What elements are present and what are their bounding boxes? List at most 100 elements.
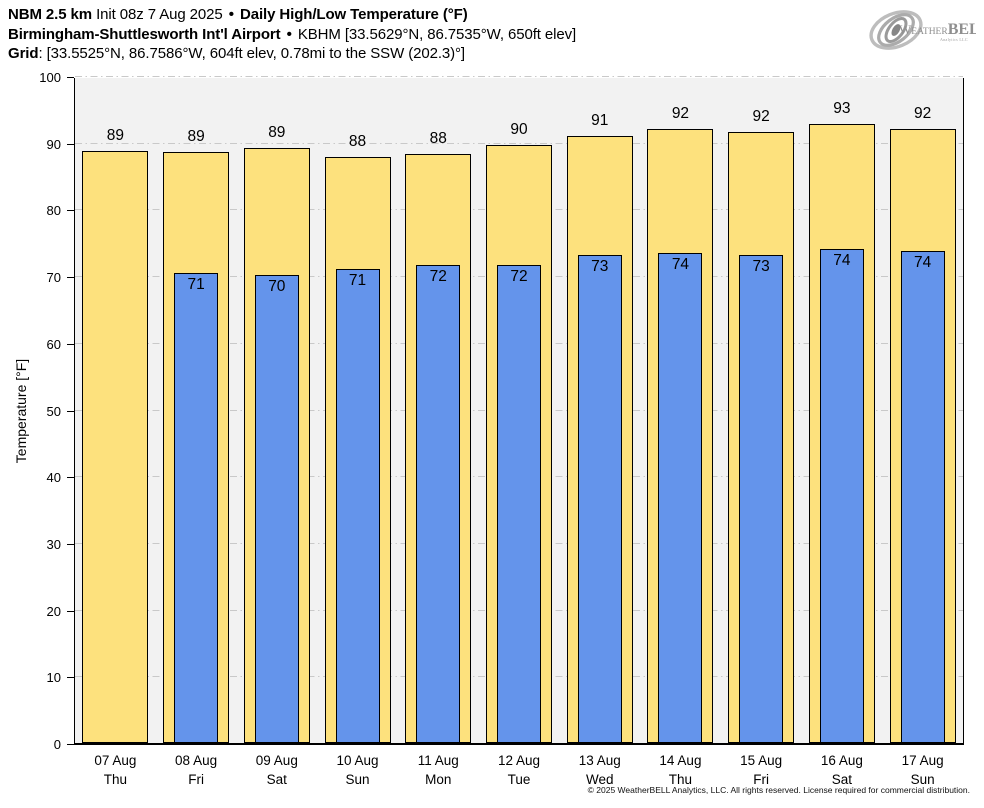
station-details: KBHM [33.5629°N, 86.7535°W, 650ft elev]: [297, 25, 577, 43]
x-tick-date: 15 Aug: [740, 753, 783, 768]
x-tick-label: 11 Aug Mon: [390, 751, 487, 789]
y-tick-label: 50: [46, 403, 61, 419]
high-bar: [82, 151, 149, 743]
x-tick-date: 17 Aug: [901, 753, 944, 768]
low-bar: 74: [900, 250, 945, 743]
high-value-label: 89: [187, 128, 205, 146]
x-tick-weekday: Sat: [831, 772, 853, 787]
y-tick-label: 0: [53, 737, 61, 752]
x-tick-date: 11 Aug: [417, 753, 459, 768]
low-bar: 71: [174, 273, 219, 743]
bar-group: 92 73 15 Aug Fri: [721, 78, 802, 787]
y-tick-mark: [67, 143, 74, 145]
bullet-separator: •: [228, 6, 234, 23]
x-tick-label: 12 Aug Tue: [471, 751, 568, 789]
y-tick-label: 30: [46, 536, 61, 552]
y-tick-label: 70: [46, 270, 61, 286]
x-tick-date: 16 Aug: [820, 753, 863, 768]
bullet-separator: •: [286, 25, 292, 43]
high-value-label: 92: [752, 108, 770, 126]
hurricane-swirl-icon: WEATHERBELL Analytics LLC: [869, 10, 984, 50]
low-value-label: 70: [268, 278, 286, 296]
low-bar: 72: [416, 265, 461, 743]
y-axis-title: Temperature [°F]: [13, 358, 29, 464]
model-name: NBM 2.5 km: [8, 6, 93, 23]
y-tick-label: 80: [46, 203, 61, 219]
y-tick-mark: [67, 410, 74, 412]
header-line-3: Grid: [33.5525°N, 86.7586°W, 604ft elev,…: [8, 44, 576, 64]
x-tick-weekday: Fri: [188, 772, 204, 787]
x-tick-label: 17 Aug Sun: [874, 751, 971, 789]
logo-text-w: W: [899, 22, 912, 37]
high-value-label: 92: [671, 105, 690, 123]
y-tick-mark: [67, 744, 74, 745]
x-tick-date: 07 Aug: [94, 753, 137, 768]
high-value-label: 93: [833, 100, 851, 118]
x-tick-date: 13 Aug: [578, 753, 621, 768]
init-time: Init 08z 7 Aug 2025: [96, 6, 223, 23]
low-bar: 70: [254, 275, 299, 743]
station-name: Birmingham-Shuttlesworth Int'l Airport: [8, 25, 281, 43]
header-line-1: NBM 2.5 km Init 08z 7 Aug 2025 • Daily H…: [8, 5, 576, 25]
weatherbell-logo: WEATHERBELL Analytics LLC: [866, 2, 984, 58]
copyright-notice: © 2025 WeatherBELL Analytics, LLC. All r…: [587, 785, 970, 795]
header-line-2: Birmingham-Shuttlesworth Int'l Airport •…: [8, 25, 576, 45]
low-bar: 73: [577, 255, 622, 743]
high-value-label: 90: [510, 121, 528, 139]
low-value-label: 73: [752, 257, 770, 275]
y-tick-mark: [67, 277, 74, 279]
x-tick-date: 10 Aug: [336, 753, 379, 768]
logo-subtext: Analytics LLC: [940, 37, 968, 42]
chart-title: Daily High/Low Temperature (°F): [239, 6, 468, 23]
x-tick-weekday: Wed: [585, 772, 614, 787]
low-value-label: 71: [187, 276, 205, 294]
bar-group: 92 74 17 Aug Sun: [882, 78, 963, 787]
y-tick-mark: [67, 343, 74, 345]
low-value-label: 74: [671, 256, 690, 274]
grid-details: : [33.5525°N, 86.7586°W, 604ft elev, 0.7…: [38, 45, 465, 62]
high-value-label: 88: [429, 130, 447, 148]
low-value-label: 72: [429, 268, 447, 286]
x-tick-weekday: Sun: [910, 772, 935, 787]
y-tick-label: 100: [39, 70, 61, 85]
x-tick-label: 07 Aug Thu: [67, 751, 164, 789]
low-bar: 74: [819, 248, 864, 743]
low-value-label: 73: [591, 258, 609, 276]
y-tick-mark: [67, 543, 74, 545]
x-tick-label: 16 Aug Sat: [794, 751, 891, 789]
bar-group: 91 73 13 Aug Wed: [559, 78, 640, 787]
y-tick-mark: [67, 477, 74, 479]
logo-text-eather: EATHER: [911, 27, 948, 37]
low-bar: 74: [658, 253, 703, 743]
bar-group: 88 71 10 Aug Sun: [317, 78, 398, 787]
bar-group: 93 74 16 Aug Sat: [802, 78, 883, 787]
y-tick-label: 40: [46, 470, 61, 486]
y-tick-label: 60: [46, 336, 61, 352]
x-tick-label: 09 Aug Sat: [228, 751, 325, 789]
y-tick-mark: [67, 610, 74, 612]
y-tick-mark: [67, 210, 74, 212]
low-value-label: 71: [348, 271, 367, 289]
low-bar: 73: [739, 254, 784, 743]
y-tick-label: 10: [46, 670, 61, 686]
gridline: [75, 76, 963, 77]
y-tick-label: 20: [46, 603, 61, 619]
x-tick-weekday: Fri: [753, 772, 770, 787]
low-value-label: 74: [833, 251, 851, 269]
x-tick-weekday: Thu: [103, 772, 127, 787]
x-tick-label: 08 Aug Fri: [148, 751, 245, 789]
x-tick-label: 10 Aug Sun: [309, 751, 406, 789]
plot-area: 89 07 Aug Thu 89 71 08 Aug Fri 89 70 09 Aug Sat 88 7…: [74, 76, 964, 787]
logo-text-bell: BELL: [948, 21, 976, 38]
chart-header: NBM 2.5 km Init 08z 7 Aug 2025 • Daily H…: [8, 5, 576, 64]
svg-text:WEATHERBELL: WEATHERBELL: [899, 21, 976, 38]
high-value-label: 91: [591, 112, 609, 130]
x-tick-label: 15 Aug Fri: [713, 751, 810, 789]
y-tick-mark: [67, 677, 74, 679]
x-tick-weekday: Sat: [266, 772, 287, 787]
x-tick-weekday: Thu: [668, 772, 693, 787]
bar-group: 89 70 09 Aug Sat: [236, 78, 317, 787]
y-tick-label: 90: [46, 136, 61, 152]
high-value-label: 88: [348, 133, 367, 151]
